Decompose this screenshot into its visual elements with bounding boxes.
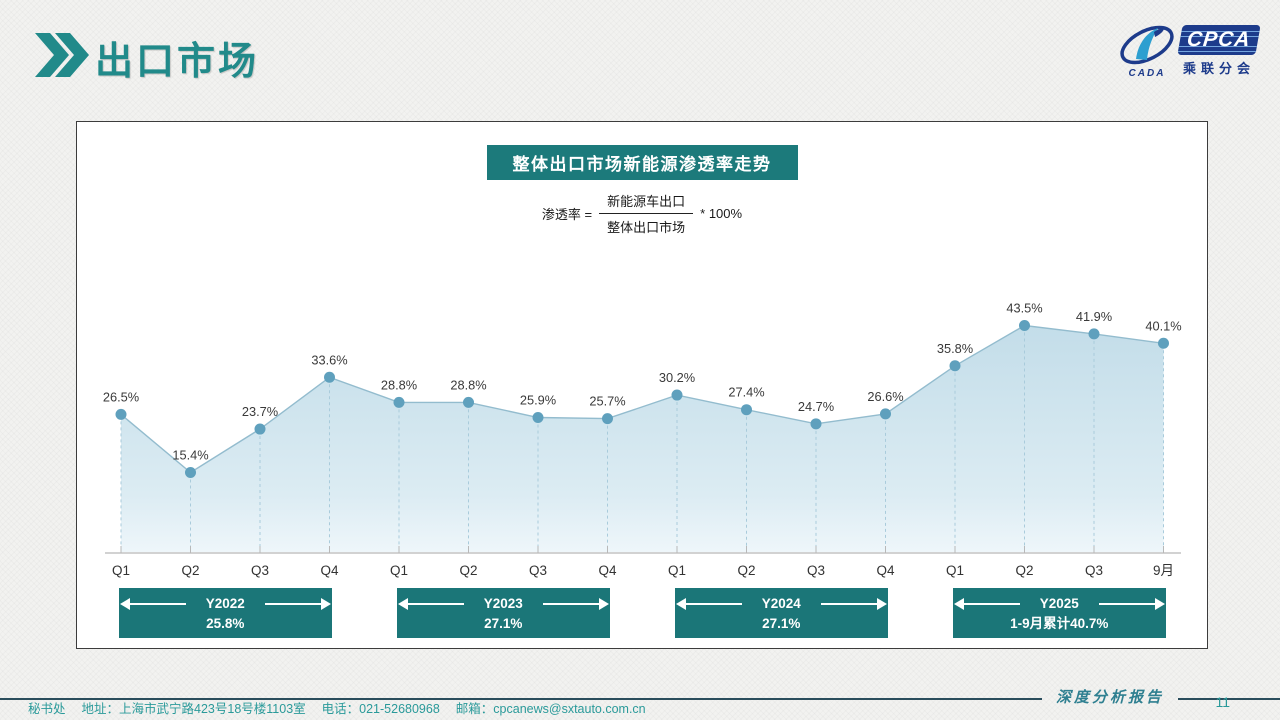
data-label: 24.7%: [798, 399, 834, 414]
data-label: 25.7%: [589, 394, 625, 409]
data-point: [185, 466, 196, 478]
data-point: [810, 418, 822, 430]
data-point: [115, 408, 127, 420]
penetration-formula: 渗透率 = 新能源车出口 整体出口市场 * 100%: [77, 191, 1207, 236]
area-fill: [121, 325, 1164, 552]
formula-rhs: * 100%: [700, 206, 743, 221]
category-label: Q4: [320, 563, 339, 578]
category-label: 9月: [1153, 563, 1174, 578]
report-label: 深度分析报告: [1055, 688, 1164, 706]
trend-line: [120, 324, 1164, 474]
data-point: [324, 371, 335, 383]
data-label: 30.2%: [659, 370, 695, 385]
data-point: [1158, 337, 1169, 349]
footer-rule: 深度分析报告: [0, 688, 1280, 709]
data-label: 26.5%: [103, 389, 139, 404]
category-label: Q2: [181, 563, 199, 578]
footer-line-left: [0, 697, 1042, 700]
data-label: 15.4%: [172, 447, 208, 462]
data-label: 35.8%: [937, 341, 973, 356]
footer-contact: 秘书处 地址：上海市武宁路423号18号楼1103室 电话：021-52680968…: [28, 698, 662, 717]
data-label: 28.8%: [450, 377, 486, 392]
page-number: 11: [1215, 694, 1230, 710]
page-title: 出口市场: [95, 41, 260, 83]
data-label: 40.1%: [1145, 318, 1181, 333]
category-label: Q1: [668, 563, 686, 578]
area-chart: 26.5% Q1 15.4% Q2 23.7% Q3 33.6% Q4 28.8% Q1 28.8%…: [103, 300, 1182, 578]
category-label: Q1: [112, 563, 130, 578]
data-point: [741, 404, 752, 416]
cada-emblem-icon: CADA: [1120, 25, 1174, 79]
footer-contact-item: 秘书处: [28, 702, 66, 716]
formula-denominator: 整体出口市场: [607, 220, 686, 235]
footer-contact-item: 地址：上海市武宁路423号18号楼1103室: [81, 702, 306, 716]
category-label: Q1: [946, 563, 964, 578]
category-label: Q3: [529, 563, 547, 578]
data-point: [671, 389, 683, 401]
data-point: [602, 413, 613, 425]
formula-lhs: 渗透率 =: [541, 207, 593, 222]
chart-title: 整体出口市场新能源渗透率走势: [486, 145, 798, 180]
footer-line-right: [1178, 697, 1280, 700]
data-label: 33.6%: [311, 352, 347, 367]
category-label: Q2: [737, 563, 755, 578]
data-point: [1088, 328, 1100, 340]
cpca-subtitle: 乘联分会: [1182, 61, 1255, 76]
data-point: [949, 360, 961, 372]
double-chevron-icon: [33, 32, 89, 83]
cpca-badge: CPCA: [1177, 25, 1261, 55]
cpca-text: CPCA: [1186, 28, 1253, 51]
footer-contact-item: 电话：021-52680968: [321, 702, 440, 716]
data-point: [254, 423, 266, 435]
data-point: [880, 408, 891, 420]
category-label: Q3: [807, 563, 825, 578]
formula-numerator: 新能源车出口: [599, 191, 694, 214]
footer-contact-item: 邮箱：cpcanews@sxtauto.com.cn: [455, 702, 646, 716]
data-label: 27.4%: [728, 385, 764, 400]
category-label: Q1: [390, 563, 408, 578]
category-label: Q3: [1085, 563, 1103, 578]
data-point: [463, 396, 474, 408]
data-label: 26.6%: [867, 389, 903, 404]
category-label: Q2: [1015, 563, 1033, 578]
data-label: 28.8%: [381, 377, 417, 392]
data-label: 41.9%: [1076, 309, 1112, 324]
formula-fraction: 新能源车出口 整体出口市场: [599, 191, 694, 236]
data-label: 43.5%: [1006, 300, 1042, 315]
data-point: [393, 396, 405, 408]
category-label: Q2: [459, 563, 477, 578]
cada-text: CADA: [1129, 68, 1166, 79]
data-point: [532, 412, 544, 424]
cpca-logo: CADA CPCA 乘联分会: [1114, 18, 1261, 84]
chart-panel: 整体出口市场新能源渗透率走势 渗透率 = 新能源车出口 整体出口市场 * 100…: [76, 121, 1208, 649]
category-label: Q4: [598, 563, 617, 578]
category-label: Q3: [251, 563, 269, 578]
data-point: [1019, 319, 1030, 331]
category-label: Q4: [876, 563, 895, 578]
data-label: 23.7%: [242, 404, 278, 419]
data-label: 25.9%: [520, 393, 556, 408]
